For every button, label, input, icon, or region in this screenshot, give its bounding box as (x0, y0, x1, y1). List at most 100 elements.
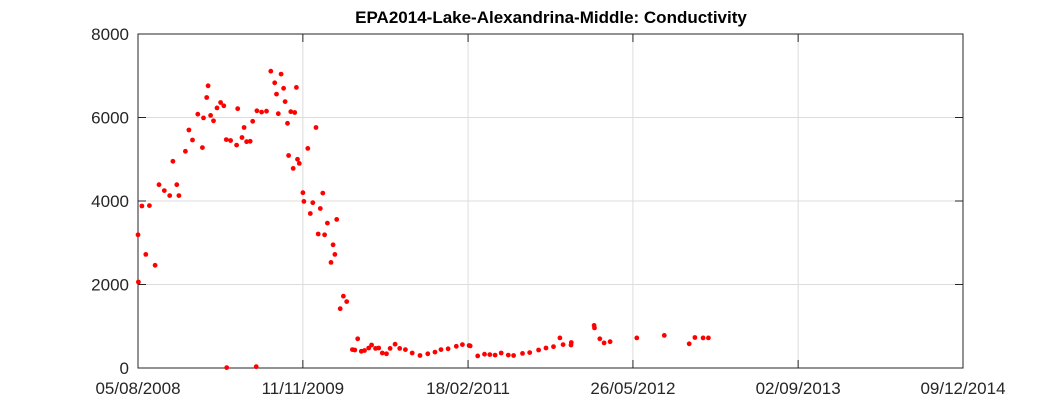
y-tick-label: 6000 (91, 109, 129, 128)
data-point (254, 108, 260, 114)
data-point (244, 139, 250, 145)
data-point (551, 344, 556, 350)
data-point (305, 146, 311, 151)
data-point (560, 342, 566, 347)
y-tick-labels: 0 2000 4000 6000 8000 (91, 25, 129, 378)
data-point (228, 138, 234, 143)
data-point (223, 137, 229, 143)
data-point (136, 279, 141, 285)
data-point (536, 347, 541, 353)
data-point (453, 343, 459, 349)
data-point (344, 299, 350, 304)
y-tick-label: 4000 (91, 192, 129, 211)
data-point (218, 100, 224, 105)
data-point (301, 199, 307, 204)
data-point (208, 113, 214, 118)
data-point (487, 352, 493, 357)
data-point (460, 342, 465, 347)
data-point (139, 203, 145, 209)
y-tick-label: 0 (120, 359, 129, 378)
data-point (274, 91, 279, 97)
data-point (505, 352, 511, 358)
data-point (135, 232, 141, 238)
data-point (403, 347, 408, 352)
data-point (384, 351, 389, 357)
data-point (170, 158, 176, 164)
data-point (320, 190, 326, 196)
data-point (315, 231, 321, 237)
x-tick-label: 02/09/2013 (756, 379, 841, 398)
data-point (355, 336, 361, 342)
data-point (201, 115, 206, 121)
data-point (369, 342, 374, 348)
data-point (275, 111, 281, 117)
data-point (285, 120, 290, 126)
data-point (204, 95, 210, 100)
data-point (307, 211, 313, 216)
data-point (498, 350, 504, 356)
data-point (425, 351, 431, 357)
data-point (432, 349, 438, 355)
x-tick-label: 05/08/2008 (95, 379, 180, 398)
data-point (597, 336, 603, 342)
data-point (264, 108, 269, 114)
data-point (352, 347, 358, 353)
data-point (392, 341, 398, 347)
data-point (445, 346, 451, 352)
data-point (176, 193, 182, 199)
data-point (186, 127, 192, 133)
data-point (195, 111, 201, 117)
data-point (161, 188, 167, 194)
y-tick-label: 2000 (91, 276, 129, 295)
data-point (366, 345, 372, 351)
data-point (438, 347, 444, 352)
data-point (239, 135, 245, 140)
data-points (135, 68, 711, 370)
data-point (317, 206, 323, 211)
data-point (334, 217, 340, 222)
data-point (557, 335, 563, 341)
data-point (387, 346, 393, 351)
data-point (214, 105, 220, 111)
data-point (362, 348, 367, 353)
data-point (295, 156, 300, 162)
data-point (241, 125, 247, 130)
data-point (147, 203, 152, 209)
data-point (205, 83, 211, 89)
data-point (341, 293, 346, 299)
data-point (467, 343, 473, 349)
data-point (332, 252, 338, 257)
data-point (278, 71, 284, 77)
chart-title: EPA2014-Lake-Alexandrina-Middle: Conduct… (355, 8, 747, 27)
data-point (234, 142, 240, 148)
data-point (310, 200, 316, 206)
data-point (174, 182, 180, 188)
data-point (313, 125, 319, 130)
x-tick-label: 09/12/2014 (920, 379, 1005, 398)
data-point (253, 364, 259, 370)
data-point (259, 109, 264, 115)
data-point (607, 339, 613, 345)
data-point (376, 345, 382, 351)
data-point (692, 335, 698, 340)
data-point (492, 352, 498, 358)
data-point (235, 106, 241, 112)
data-point (250, 118, 256, 124)
data-point (482, 351, 487, 357)
data-point (592, 325, 597, 331)
data-point (409, 350, 415, 356)
data-point (268, 68, 274, 74)
data-point (288, 109, 294, 115)
data-point (143, 252, 149, 257)
y-tick-label: 8000 (91, 25, 129, 44)
data-point (706, 335, 711, 341)
x-tick-label: 18/02/2011 (426, 379, 510, 398)
data-point (568, 340, 574, 345)
data-point (686, 341, 692, 347)
data-point (661, 333, 667, 338)
x-tick-label: 26/05/2012 (590, 379, 675, 398)
data-point (221, 103, 227, 109)
data-point (282, 99, 288, 104)
data-point (296, 161, 302, 166)
